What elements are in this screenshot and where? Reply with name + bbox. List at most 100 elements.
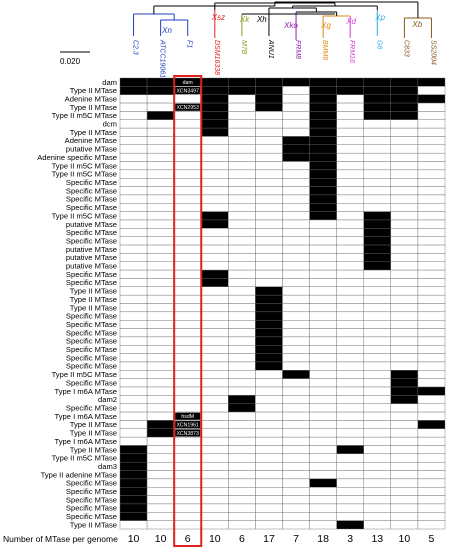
matrix-cell — [282, 294, 310, 304]
matrix-cell — [119, 320, 148, 329]
matrix-cell — [363, 345, 392, 354]
matrix-cell — [119, 420, 148, 429]
matrix-cell — [201, 428, 229, 438]
matrix-cell — [173, 512, 202, 521]
matrix-cell — [336, 311, 364, 321]
matrix-cell — [201, 370, 229, 379]
matrix-cell — [390, 286, 419, 296]
row-label: Adenine specific MTase — [37, 153, 117, 162]
matrix-cell — [390, 503, 419, 513]
matrix-cell — [390, 378, 419, 388]
matrix-cell — [336, 286, 364, 296]
matrix-cell — [309, 361, 337, 371]
row-label: Type II m5C MTase — [52, 454, 117, 463]
matrix-cell — [363, 436, 392, 446]
matrix-cell — [390, 161, 419, 171]
row-label: Adenine MTase — [65, 136, 117, 145]
matrix-cell — [228, 378, 256, 388]
matrix-cell — [201, 420, 229, 429]
matrix-cell — [309, 445, 337, 455]
matrix-cell — [228, 244, 256, 254]
row-label: Type II MTase — [70, 420, 117, 429]
matrix-cell — [336, 194, 364, 204]
matrix-cell — [363, 186, 392, 196]
matrix-cell — [417, 111, 446, 120]
mtase-counts: 10 10 6 10 6 17 7 18 3 13 10 5 — [128, 533, 435, 545]
matrix-cell — [363, 395, 392, 404]
matrix-cell — [201, 453, 229, 463]
matrix-cell — [255, 445, 283, 455]
matrix-cell — [255, 269, 283, 279]
matrix-cell — [309, 102, 337, 112]
matrix-cell — [282, 219, 310, 229]
matrix-cell — [282, 311, 310, 321]
matrix-cell — [201, 203, 229, 212]
matrix-cell — [173, 311, 202, 321]
matrix-cell — [390, 353, 419, 363]
row-label: Type II m5C MTase — [52, 161, 117, 170]
matrix-cell — [390, 395, 419, 404]
matrix-cell — [146, 211, 175, 221]
matrix-cell — [390, 211, 419, 221]
matrix-cell — [390, 420, 419, 429]
matrix-cell — [363, 169, 392, 179]
matrix-cell — [309, 161, 337, 171]
row-label: Type II MTase — [70, 429, 117, 438]
matrix-cell — [363, 136, 392, 146]
matrix-cell — [390, 77, 419, 87]
annotation-cell — [175, 86, 201, 95]
matrix-cell — [417, 219, 446, 229]
matrix-cell — [282, 127, 310, 137]
matrix-cell — [228, 102, 256, 112]
matrix-cell — [146, 144, 175, 154]
clade-label: Xk — [239, 15, 250, 24]
matrix-cell — [282, 102, 310, 112]
matrix-cell — [255, 244, 283, 254]
matrix-cell — [146, 428, 175, 438]
matrix-cell — [363, 119, 392, 129]
matrix-cell — [309, 470, 337, 480]
matrix-cell — [119, 178, 148, 187]
row-label: Type II MTase — [70, 86, 117, 95]
matrix-cell — [119, 478, 148, 488]
strain-label: C2.3 — [132, 40, 139, 55]
matrix-cell — [390, 520, 419, 530]
matrix-cell — [228, 403, 256, 413]
matrix-cell — [146, 420, 175, 429]
matrix-cell — [336, 161, 364, 171]
matrix-cell — [309, 495, 337, 505]
matrix-cell — [119, 512, 148, 521]
matrix-cell — [201, 119, 229, 129]
matrix-cell — [282, 136, 310, 146]
matrix-cell — [336, 219, 364, 229]
matrix-cell — [228, 411, 256, 421]
row-label: Specific MTase — [66, 362, 117, 371]
matrix-cell — [146, 386, 175, 396]
matrix-cell — [201, 169, 229, 179]
matrix-cell — [201, 86, 229, 95]
matrix-cell — [255, 470, 283, 480]
matrix-cell — [146, 269, 175, 279]
matrix-cell — [146, 253, 175, 262]
matrix-cell — [336, 186, 364, 196]
matrix-cell — [390, 487, 419, 496]
annotation-cell — [175, 412, 201, 420]
matrix-cell — [336, 303, 364, 313]
matrix-cell — [309, 119, 337, 129]
matrix-cell — [417, 403, 446, 413]
matrix-cell — [173, 294, 202, 304]
matrix-cell — [255, 512, 283, 521]
matrix-cell — [417, 278, 446, 287]
matrix-cell — [417, 386, 446, 396]
matrix-cell — [146, 370, 175, 379]
matrix-cell — [309, 236, 337, 246]
row-label: Specific MTase — [66, 186, 117, 195]
matrix-cell — [417, 136, 446, 146]
matrix-cell — [363, 403, 392, 413]
matrix-cell — [173, 236, 202, 246]
matrix-cell — [363, 512, 392, 521]
matrix-cell — [255, 294, 283, 304]
matrix-cell — [119, 111, 148, 120]
matrix-cell — [119, 236, 148, 246]
row-label: putative MTase — [66, 245, 117, 254]
